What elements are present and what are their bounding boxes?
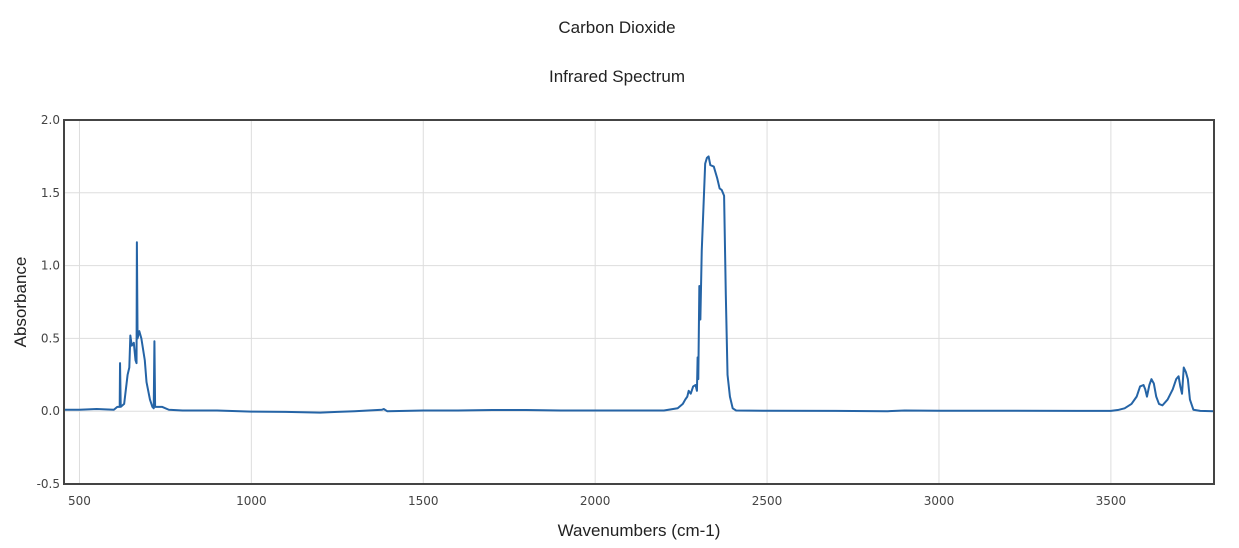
plot-frame xyxy=(63,119,1215,485)
x-tick-label: 2500 xyxy=(752,494,783,508)
x-tick-label: 1500 xyxy=(408,494,439,508)
series-layer xyxy=(64,155,1215,414)
x-tick-label: 500 xyxy=(68,494,91,508)
grid xyxy=(64,120,1214,484)
tick-labels: 500 1000 1500 2000 2500 3000 3500 -0.5 0.0 0.5 1.0… xyxy=(37,113,1127,508)
y-tick-label: 2.0 xyxy=(41,113,60,127)
y-tick-label: 0.5 xyxy=(41,331,60,345)
spectrum-line xyxy=(64,155,1215,414)
x-tick-label: 2000 xyxy=(580,494,611,508)
x-tick-label: 3000 xyxy=(924,494,955,508)
y-tick-label: -0.5 xyxy=(37,477,60,491)
x-tick-label: 1000 xyxy=(236,494,267,508)
x-axis-label: Wavenumbers (cm-1) xyxy=(558,521,721,540)
chart-subtitle: Infrared Spectrum xyxy=(549,67,685,86)
x-tick-label: 3500 xyxy=(1096,494,1127,508)
y-tick-label: 1.5 xyxy=(41,186,60,200)
y-tick-label: 0.0 xyxy=(41,404,60,418)
y-axis-label: Absorbance xyxy=(11,257,30,348)
chart-title: Carbon Dioxide xyxy=(558,18,675,37)
y-tick-label: 1.0 xyxy=(41,259,60,273)
